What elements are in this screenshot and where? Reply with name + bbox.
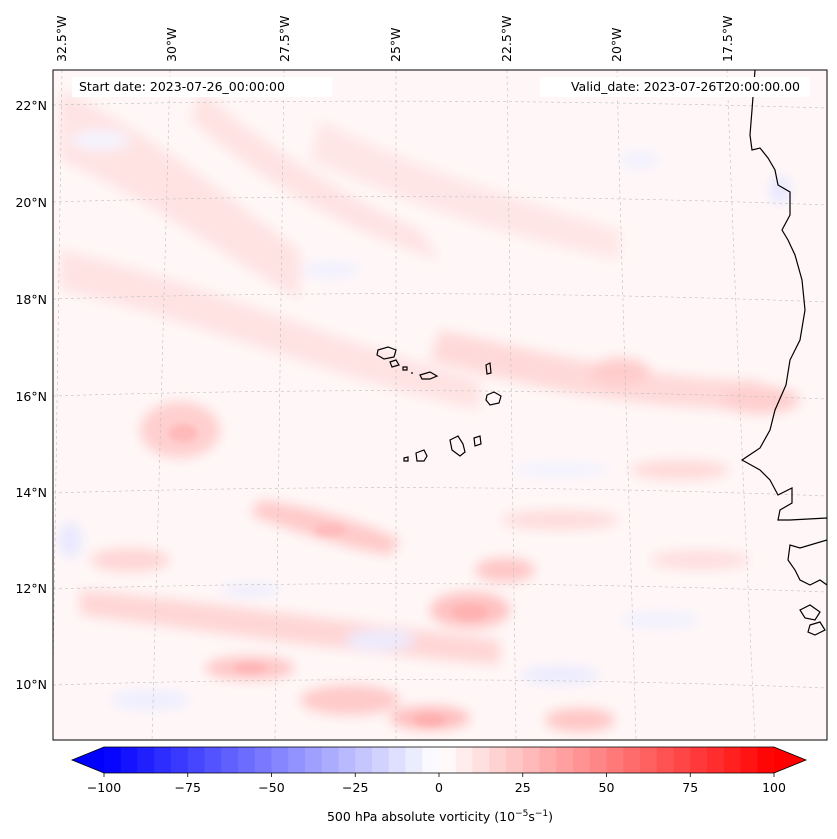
colorbar-tick-label: −25 [342, 780, 368, 795]
colorbar-tick-label: −100 [87, 780, 121, 795]
colorbar-segment [439, 747, 457, 773]
colorbar-segment [623, 747, 641, 773]
lat-label: 20°N [15, 195, 47, 210]
colorbar-segment [723, 747, 742, 773]
colorbar-segment [187, 747, 206, 773]
colorbar: −100 −75 −50 −25 0 25 50 75 100 500 hPa absolute… [70, 746, 808, 824]
colorbar-segment [707, 747, 725, 773]
colorbar-ticks: −100 −75 −50 −25 0 25 50 75 100 [87, 773, 786, 795]
lat-label: 14°N [15, 485, 47, 500]
colorbar-segment [137, 747, 155, 773]
vorticity-maxima [169, 424, 488, 726]
map-panel: Start date: 2023-07-26_00:00:00 Valid_da… [53, 70, 827, 740]
colorbar-segment [305, 747, 323, 773]
lon-label: 30°W [164, 27, 179, 62]
colorbar-segment [640, 747, 658, 773]
colorbar-segment [506, 747, 524, 773]
colorbar-segment [422, 747, 440, 773]
colorbar-segment [656, 747, 675, 773]
colorbar-tick-label: −75 [175, 780, 201, 795]
colorbar-tick-label: 25 [515, 780, 531, 795]
colorbar-segment [104, 747, 122, 773]
colorbar-segment [254, 747, 273, 773]
lon-label: 20°W [609, 27, 624, 62]
colorbar-tick-label: 75 [682, 780, 698, 795]
lon-label: 27.5°W [277, 16, 292, 62]
colorbar-segment [204, 747, 222, 773]
colorbar-segment [539, 747, 557, 773]
africa-coastline [740, 70, 827, 636]
colorbar-segment [690, 747, 708, 773]
colorbar-segment [338, 747, 356, 773]
colorbar-segment [673, 747, 691, 773]
cape-verde-islands [376, 346, 502, 462]
valid-date-box [540, 77, 810, 97]
colorbar-segment [472, 747, 490, 773]
colorbar-segment [321, 747, 340, 773]
start-date-label: Start date: 2023-07-26_00:00:00 [79, 79, 285, 94]
valid-date-label: Valid_date: 2023-07-26T20:00:00.00 [571, 79, 800, 94]
colorbar-tick-label: −50 [258, 780, 284, 795]
colorbar-segment [455, 747, 474, 773]
colorbar-right-extend [774, 747, 806, 773]
colorbar-tick-label: 0 [435, 780, 443, 795]
colorbar-segment [154, 747, 172, 773]
colorbar-segment [171, 747, 189, 773]
lat-label: 22°N [15, 98, 47, 113]
colorbar-segment [405, 747, 423, 773]
colorbar-segment [489, 747, 507, 773]
lon-label: 25°W [388, 27, 403, 62]
colorbar-segment [589, 747, 608, 773]
colorbar-segment [388, 747, 407, 773]
lon-label: 17.5°W [720, 16, 735, 62]
lon-label: 22.5°W [499, 16, 514, 62]
lat-label: 10°N [15, 677, 47, 692]
colorbar-segment [355, 747, 373, 773]
colorbar-segment [757, 747, 775, 773]
colorbar-label: 500 hPa absolute vorticity (10−5s−1) [327, 809, 553, 824]
colorbar-segment [372, 747, 390, 773]
colorbar-segment [120, 747, 139, 773]
colorbar-segment [556, 747, 574, 773]
colorbar-tick-label: 50 [599, 780, 615, 795]
map-frame [52, 69, 828, 741]
colorbar-segments [104, 747, 775, 773]
colorbar-tick-label: 100 [762, 780, 786, 795]
longitude-labels: 32.5°W 30°W 27.5°W 25°W 22.5°W 20°W 17.5… [54, 16, 735, 62]
graticule [53, 70, 827, 740]
start-date-box [72, 77, 332, 97]
colorbar-segment [573, 747, 591, 773]
lat-label: 16°N [15, 389, 47, 404]
colorbar-segment [238, 747, 256, 773]
latitude-labels: 22°N 20°N 18°N 16°N 14°N 12°N 10°N [15, 98, 47, 692]
colorbar-segment [221, 747, 239, 773]
colorbar-segment [288, 747, 306, 773]
lon-label: 32.5°W [54, 16, 69, 62]
colorbar-segment [271, 747, 289, 773]
lat-label: 18°N [15, 292, 47, 307]
colorbar-segment [606, 747, 624, 773]
colorbar-segment [522, 747, 541, 773]
colorbar-left-extend [72, 747, 104, 773]
colorbar-segment [740, 747, 758, 773]
lat-label: 12°N [15, 581, 47, 596]
